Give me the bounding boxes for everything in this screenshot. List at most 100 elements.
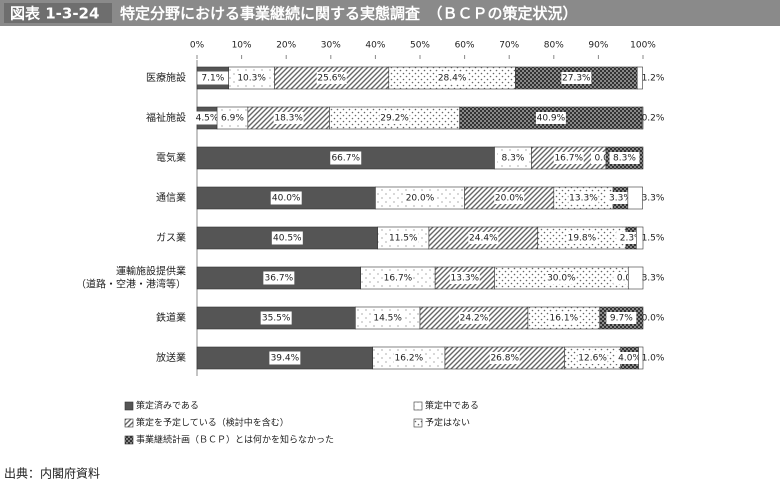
value-label: 39.4% — [271, 354, 300, 364]
label-box — [489, 352, 520, 364]
bar-segment — [636, 66, 643, 90]
value-label: 40.0% — [272, 194, 301, 204]
label-box — [553, 152, 584, 164]
label-box — [270, 191, 302, 205]
legend-swatch — [124, 401, 134, 411]
category-label: 運輸施設提供業（道路・空港・港湾等） — [76, 265, 186, 291]
bar-segment — [636, 226, 644, 250]
value-label: 4.0% — [618, 354, 641, 364]
value-label: 30.0% — [547, 274, 576, 284]
x-tick-label: 40% — [365, 41, 385, 51]
header-label: 図表 1-3-24 — [10, 5, 99, 23]
source: 出典：内閣府資料 — [4, 466, 100, 481]
label-box — [577, 352, 608, 364]
label-box — [217, 112, 248, 124]
category-label: 通信業 — [156, 191, 186, 204]
legend-label: 事業継続計画（ＢＣＰ）とは何かを知らなかった — [136, 434, 334, 446]
label-box — [494, 192, 525, 204]
x-tick-label: 60% — [455, 41, 475, 51]
value-label: 29.2% — [380, 114, 409, 124]
legend-swatch — [124, 418, 134, 428]
value-label: 3.3% — [609, 194, 632, 204]
label-box — [449, 272, 480, 284]
label-box — [263, 271, 295, 285]
x-tick-label: 30% — [321, 41, 341, 51]
header-title: 特定分野における事業継続に関する実態調査 （ＢＣＰの策定状況） — [120, 5, 578, 23]
value-label: 16.1% — [550, 314, 579, 324]
value-label: 12.6% — [578, 354, 607, 364]
legend-swatch — [124, 435, 134, 445]
value-label: 0.0% — [642, 314, 665, 324]
label-box — [566, 232, 597, 244]
value-label: 28.4% — [438, 74, 467, 84]
value-label: 20.0% — [495, 194, 524, 204]
value-label: 3.3% — [642, 274, 665, 284]
x-tick-label: 0% — [190, 41, 205, 51]
value-label: 16.7% — [554, 154, 583, 164]
value-label: 66.7% — [331, 154, 360, 164]
label-box — [388, 232, 419, 244]
legend-label: 策定中である — [425, 400, 479, 412]
value-label: 0.2% — [642, 114, 665, 124]
x-tick-label: 20% — [276, 41, 296, 51]
label-box — [568, 192, 599, 204]
label-box — [382, 272, 413, 284]
value-label: 9.7% — [610, 314, 633, 324]
value-label: 18.3% — [274, 114, 303, 124]
x-tick-label: 100% — [630, 41, 656, 51]
label-box — [535, 112, 566, 124]
label-box — [405, 192, 435, 204]
value-label: 27.3% — [562, 74, 591, 84]
label-box — [468, 232, 499, 244]
label-box — [273, 112, 304, 124]
label-box — [614, 352, 645, 364]
value-label: 1.2% — [642, 74, 665, 84]
bar-segment — [627, 266, 644, 290]
x-tick-label: 50% — [410, 41, 430, 51]
value-label: 19.8% — [568, 234, 597, 244]
label-box — [609, 152, 640, 164]
value-label: 3.3% — [642, 194, 665, 204]
value-label: 8.3% — [613, 154, 636, 164]
label-box — [197, 71, 229, 85]
label-box — [269, 351, 301, 365]
label-box — [271, 231, 303, 245]
label-box — [236, 72, 267, 84]
value-label: 36.7% — [265, 274, 294, 284]
legend-swatch — [413, 401, 423, 411]
label-box — [546, 272, 577, 284]
label-box — [606, 312, 637, 324]
bar-segment — [641, 106, 644, 130]
value-label: 6.9% — [221, 114, 244, 124]
value-label: 26.8% — [490, 354, 519, 364]
category-label: 医療施設 — [146, 71, 186, 84]
value-label: 25.6% — [317, 74, 346, 84]
label-box — [393, 352, 424, 364]
header-label-box — [4, 3, 112, 23]
value-label: 16.7% — [384, 274, 413, 284]
value-label: 24.2% — [460, 314, 489, 324]
category-label: ガス業 — [156, 231, 186, 244]
value-label: 40.9% — [537, 114, 566, 124]
value-label: 11.5% — [389, 234, 418, 244]
legend-label: 予定はない — [425, 417, 470, 429]
x-tick-label: 90% — [588, 41, 608, 51]
value-label: 4.5% — [196, 114, 219, 124]
legend-swatch — [413, 418, 423, 428]
value-label: 8.3% — [502, 154, 525, 164]
value-label: 20.0% — [406, 194, 435, 204]
label-box — [330, 151, 362, 165]
category-label: 放送業 — [156, 351, 186, 364]
label-box — [379, 112, 410, 124]
value-label: 40.5% — [273, 234, 302, 244]
category-label: 電気業 — [156, 151, 186, 164]
x-tick-label: 80% — [544, 41, 564, 51]
label-box — [260, 311, 292, 325]
value-label: 35.5% — [262, 314, 291, 324]
x-tick-label: 10% — [232, 41, 252, 51]
label-box — [372, 312, 403, 324]
value-label: 2.3% — [620, 234, 643, 244]
header-bar — [0, 0, 780, 26]
value-label: 7.1% — [201, 74, 224, 84]
